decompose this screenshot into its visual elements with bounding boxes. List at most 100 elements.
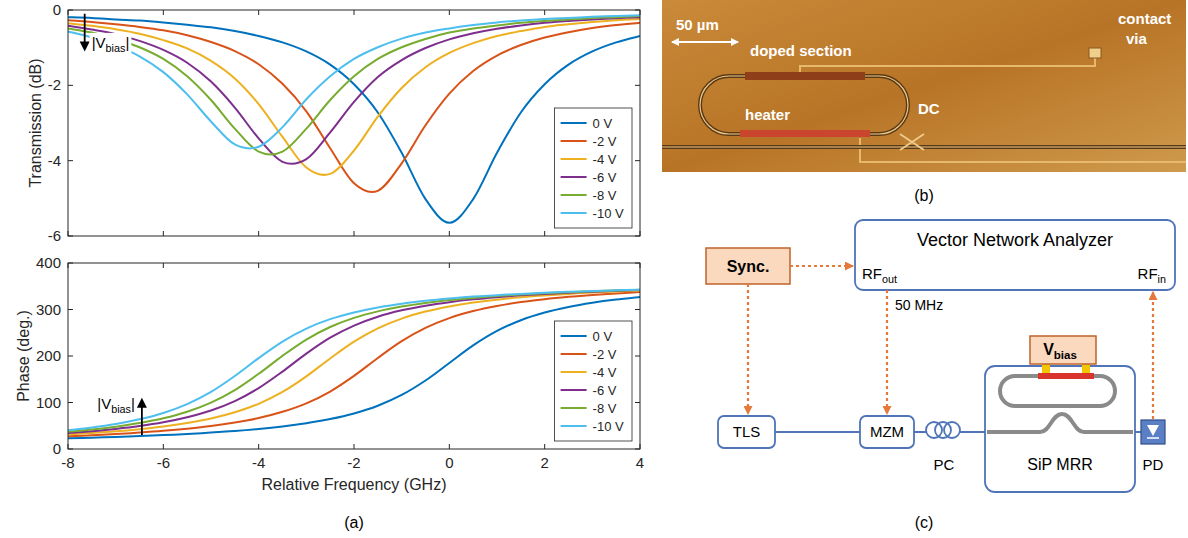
legend-box (555, 321, 632, 441)
text-part: | (125, 34, 129, 51)
legend-swatch (561, 389, 587, 391)
fiber-coil (944, 422, 960, 438)
x-tick (258, 444, 259, 449)
fiber-coil (926, 422, 942, 438)
label-patch (90, 33, 132, 55)
panel-label: (c) (915, 514, 934, 531)
doped-section (1038, 373, 1094, 379)
bus-waveguide (662, 145, 1186, 149)
text-part: |V (97, 395, 111, 412)
x-tick (163, 444, 164, 449)
legend-swatch (561, 158, 587, 160)
mrr-label: SiP MRR (1027, 456, 1093, 473)
legend-label: 0 V (593, 116, 613, 131)
axes-frame (68, 263, 640, 449)
x-tick (449, 444, 450, 449)
text-part: V (1043, 341, 1054, 358)
annotation-label: |Vbias| (97, 395, 135, 415)
pd-label: PD (1143, 456, 1164, 473)
x-tick-label: 4 (636, 454, 644, 471)
y-tick-label: 300 (36, 301, 61, 318)
annotation: |Vbias| (80, 14, 132, 55)
annotation: |Vbias| (95, 394, 147, 435)
label-patch (95, 394, 137, 416)
x-tick-label: -8 (61, 454, 74, 471)
signal-arrow (790, 265, 853, 267)
y-tick (68, 160, 73, 161)
x-tick (640, 263, 641, 268)
y-tick (68, 356, 73, 357)
subscript: bias (1054, 349, 1077, 361)
diode-symbol (1147, 437, 1159, 439)
vna-box (855, 220, 1175, 290)
y-tick (635, 356, 640, 357)
text-part: |V (92, 34, 106, 51)
legend-label: -4 V (593, 152, 617, 167)
y-tick (635, 10, 640, 11)
port-label: RFin (1138, 265, 1166, 285)
mzm-label: MZM (870, 423, 904, 440)
x-tick (544, 10, 545, 15)
y-axis-title: Transmission (dB) (27, 58, 44, 187)
text-part: RF (1138, 265, 1158, 282)
y-tick (68, 236, 73, 237)
port-label: RFout (862, 265, 897, 285)
photo-label: contactvia (1118, 10, 1171, 47)
x-tick (354, 444, 355, 449)
legend-swatch (561, 176, 587, 178)
legend-swatch (561, 371, 587, 373)
legend-label: -2 V (593, 134, 617, 149)
text-part: | (131, 395, 135, 412)
contact-via (1089, 48, 1101, 58)
metal-trace (860, 138, 1186, 162)
x-axis-title: Relative Frequency (GHz) (262, 476, 447, 493)
legend-swatch (561, 212, 587, 214)
contact (1042, 364, 1050, 373)
fiber-coil (935, 422, 951, 438)
x-tick (449, 231, 450, 236)
y-tick (635, 309, 640, 310)
legend-swatch (561, 194, 587, 196)
axes-frame (68, 10, 640, 236)
signal-arrow (1152, 292, 1154, 419)
legend-label: -10 V (593, 206, 624, 221)
legend-swatch (561, 407, 587, 409)
panel-label: (a) (344, 514, 364, 531)
y-tick-label: -6 (48, 227, 61, 244)
ring (700, 76, 908, 134)
legend-swatch (561, 353, 587, 355)
legend-label: -2 V (593, 347, 617, 362)
bias-label: Vbias (1043, 341, 1077, 361)
frequency-label: 50 MHz (895, 297, 943, 313)
y-tick-label: -4 (48, 152, 61, 169)
micrograph: 50 µmdoped sectionheaterDCcontactvia (662, 0, 1186, 172)
x-tick (163, 10, 164, 15)
annotation-arrow (141, 406, 143, 435)
y-tick (68, 402, 73, 403)
y-tick (68, 263, 73, 264)
x-tick (354, 231, 355, 236)
x-tick (68, 444, 69, 449)
diode-symbol (1147, 425, 1159, 436)
legend-label: -8 V (593, 188, 617, 203)
legend-label: -10 V (593, 419, 624, 434)
x-tick-label: -6 (157, 454, 170, 471)
setup-diagram: Sync.Vector Network AnalyzerRFoutRFin50 … (706, 220, 1175, 492)
y-tick (68, 449, 73, 450)
bus-waveguide (987, 414, 1133, 432)
subscript: bias (111, 403, 131, 415)
annotation-label: |Vbias| (92, 34, 130, 54)
bias-box (1030, 336, 1096, 364)
x-tick (544, 231, 545, 236)
x-tick (640, 10, 641, 15)
tls-label: TLS (733, 423, 761, 440)
bus-waveguide (662, 146, 1186, 147)
x-tick-label: -4 (252, 454, 265, 471)
pc-label: PC (934, 456, 955, 473)
y-tick (635, 85, 640, 86)
contact (1082, 364, 1090, 373)
y-axis-title: Phase (deg.) (15, 310, 32, 402)
x-tick (449, 263, 450, 268)
x-tick (449, 10, 450, 15)
plot-area (68, 10, 640, 236)
